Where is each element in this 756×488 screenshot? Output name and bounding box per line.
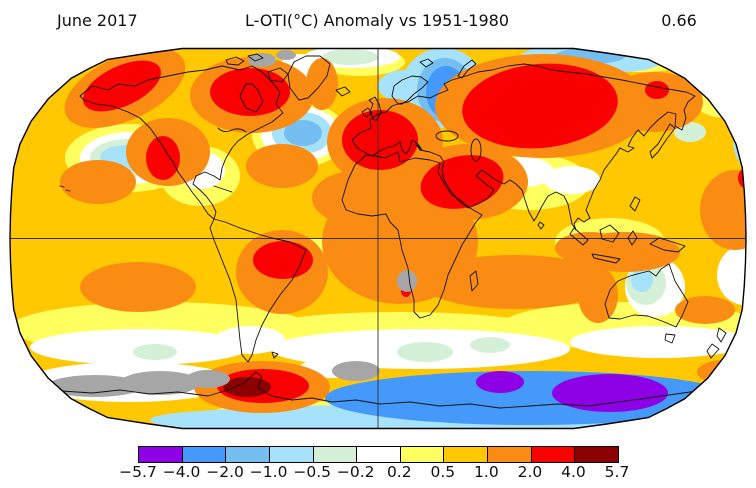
coast-arctic-islands — [225, 53, 289, 83]
coast-new-zealand — [706, 327, 727, 359]
colorbar-tick-label: −1.0 — [249, 463, 288, 481]
coast-maritime-se-asia — [569, 196, 686, 264]
colorbar-cell — [226, 447, 270, 462]
coast-tasmania — [664, 333, 676, 344]
colorbar-tick-label: −4.0 — [162, 463, 201, 481]
colorbar-tick-label: −5.7 — [119, 463, 157, 481]
dark-red-hottest-patch — [223, 377, 271, 397]
colorbar-cell — [400, 447, 445, 462]
coast-falklands — [271, 351, 279, 359]
colorbar-cell — [182, 447, 227, 462]
colorbar-tick-label: 5.7 — [604, 463, 630, 481]
coast-arctic-russia-islands — [419, 58, 477, 79]
colorbar-tick-label: 2.0 — [517, 463, 543, 481]
colorbar — [138, 446, 619, 463]
coastlines — [59, 53, 727, 409]
coast-africa — [341, 151, 483, 319]
colorbar-cell — [357, 447, 401, 462]
map-outline — [9, 47, 747, 430]
colorbar-tick-label: −0.2 — [336, 463, 375, 481]
graticule — [10, 48, 746, 429]
colorbar-cell — [575, 447, 619, 462]
coast-scandinavia — [391, 75, 429, 105]
colorbar-cell — [313, 447, 358, 462]
coast-greenland — [287, 55, 331, 101]
coast-cuba — [213, 185, 233, 193]
coast-sri-lanka — [537, 221, 545, 230]
coast-hawaii — [59, 185, 71, 192]
colorbar-cell — [531, 447, 576, 462]
colorbar-cell — [269, 447, 314, 462]
coast-eurasia — [351, 63, 696, 231]
colorbar-tick-label: −0.5 — [293, 463, 331, 481]
coast-antarctica — [61, 371, 705, 409]
coast-south-america — [209, 218, 307, 363]
colorbar-cell — [444, 447, 489, 462]
anomaly-fill-blobs — [10, 48, 746, 429]
coast-madagascar — [469, 270, 479, 292]
colorbar-tick-label: 0.2 — [386, 463, 412, 481]
colorbar-labels: −5.7 −4.0 −2.0 −1.0 −0.5 −0.2 0.2 0.5 1.0 2.0 4.0 5… — [119, 463, 629, 481]
figure-title: L-OTI(°C) Anomaly vs 1951-1980 — [244, 11, 510, 30]
coast-caspian-sea — [470, 138, 482, 162]
coast-iceland — [335, 86, 351, 97]
coast-japan — [649, 123, 676, 159]
colorbar-tick-label: 1.0 — [474, 463, 499, 481]
colorbar-cell — [139, 447, 183, 462]
coast-hudson-bay — [239, 83, 264, 113]
colorbar-cells — [139, 447, 619, 462]
coast-black-sea — [435, 130, 459, 142]
coast-great-lakes — [217, 127, 247, 133]
colorbar-tick-label: 0.5 — [430, 463, 456, 481]
global-mean-anomaly-value: 0.66 — [661, 11, 697, 30]
colorbar-cell — [488, 447, 532, 462]
colorbar-tick-label: 4.0 — [561, 463, 586, 481]
coast-british-isles — [361, 96, 382, 121]
coast-north-america — [79, 65, 284, 220]
figure-date-label: June 2017 — [57, 11, 138, 30]
colorbar-tick-label: −2.0 — [206, 463, 244, 481]
coast-australia — [604, 263, 689, 328]
purple-coldest-patches — [476, 371, 668, 412]
